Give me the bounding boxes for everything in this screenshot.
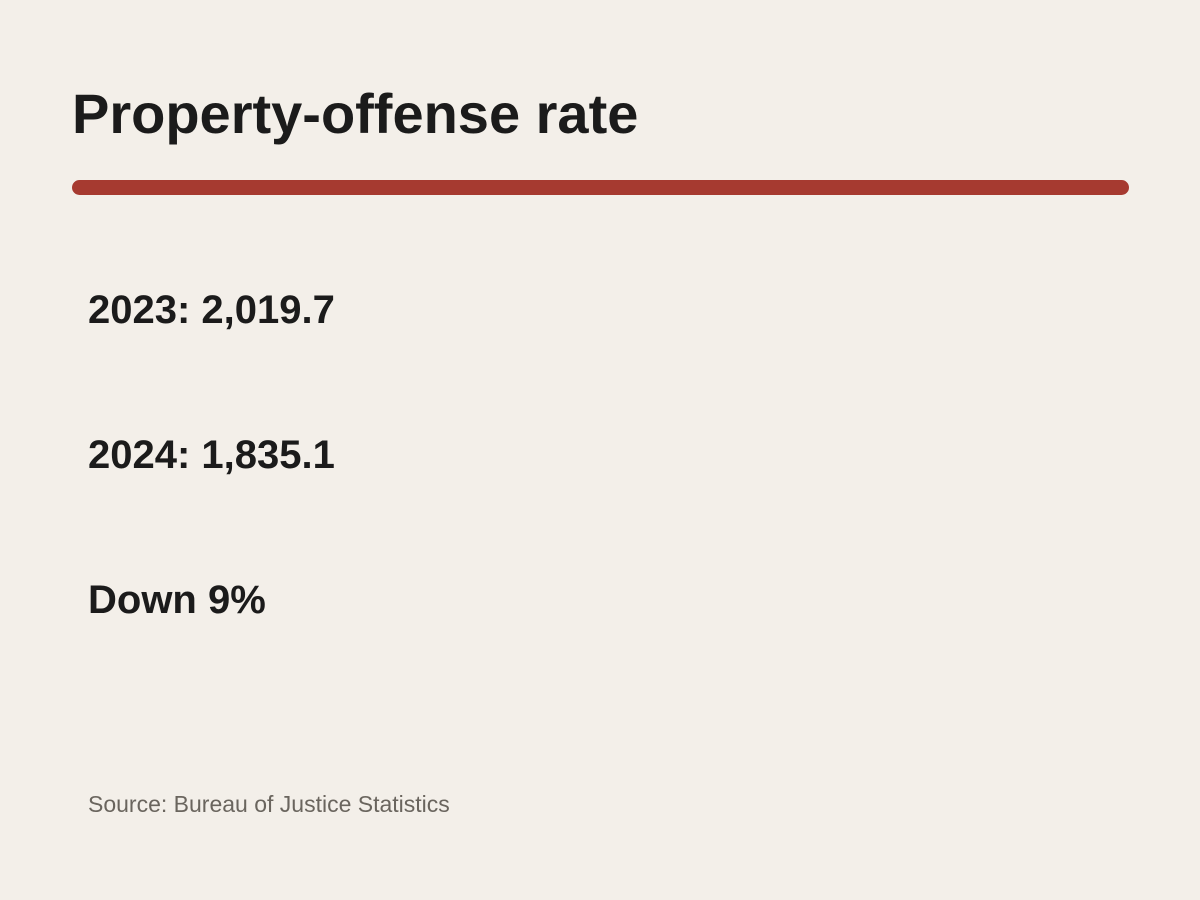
- stat-2023: 2023: 2,019.7: [88, 288, 335, 332]
- accent-divider: [72, 180, 1129, 195]
- source-note: Source: Bureau of Justice Statistics: [88, 791, 450, 817]
- stat-2024: 2024: 1,835.1: [88, 433, 335, 477]
- page-title: Property-offense rate: [72, 82, 639, 145]
- stat-change: Down 9%: [88, 578, 266, 622]
